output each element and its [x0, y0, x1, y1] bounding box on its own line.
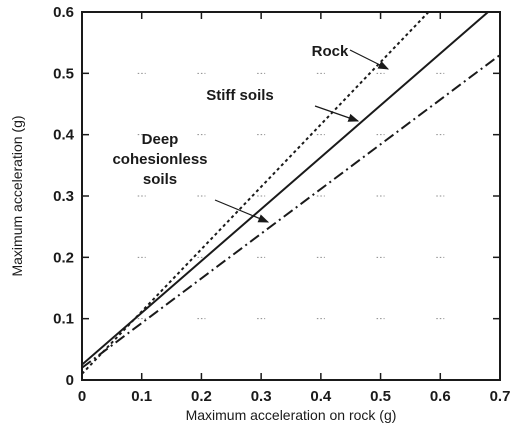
annotation-line: Rock — [312, 43, 349, 60]
y-tick-label: 0.5 — [53, 65, 74, 82]
x-tick-label: 0.2 — [191, 388, 212, 405]
x-axis-ticks: 0 0.1 0.2 0.3 0.4 0.5 0.6 0.7 — [78, 12, 511, 405]
annotation-line: cohesionless — [112, 151, 207, 168]
y-tick-label: 0 — [66, 372, 74, 389]
annotation-label: Stiff soils — [206, 87, 274, 104]
plot-frame — [81, 11, 501, 381]
annotation-arrow — [349, 49, 390, 70]
x-tick-label: 0 — [78, 388, 86, 405]
annotation-arrow — [214, 199, 270, 223]
x-tick-label: 0.7 — [490, 388, 511, 405]
y-axis-label: Maximum acceleration (g) — [9, 115, 25, 276]
annotation-line: Stiff soils — [206, 87, 274, 104]
x-tick-label: 0.1 — [131, 388, 152, 405]
series-layer — [82, 12, 500, 375]
y-tick-label: 0.4 — [53, 127, 75, 144]
x-tick-label: 0.3 — [251, 388, 272, 405]
y-tick-label: 0.6 — [53, 4, 74, 21]
annotation-line: soils — [143, 171, 177, 188]
annotation-label: Deep cohesionless soils — [112, 131, 207, 188]
x-tick-label: 0.4 — [310, 388, 332, 405]
x-axis-label: Maximum acceleration on rock (g) — [186, 407, 397, 423]
annotation-label: Rock — [312, 43, 349, 60]
y-axis-ticks: 0 0.1 0.2 0.3 0.4 0.5 0.6 — [53, 4, 500, 389]
series-line-deep-cohesionless-soils — [82, 54, 500, 369]
grid-dots — [137, 72, 445, 320]
annotation-arrow — [314, 105, 360, 122]
annotation-line: Deep — [142, 131, 179, 148]
annotations: Rock Stiff soils Deep cohesionless soils — [112, 43, 390, 223]
y-tick-label: 0.3 — [53, 188, 74, 205]
x-tick-label: 0.6 — [430, 388, 451, 405]
x-tick-label: 0.5 — [370, 388, 391, 405]
y-tick-label: 0.1 — [53, 311, 74, 328]
series-line-stiff-soils — [82, 12, 489, 366]
y-tick-label: 0.2 — [53, 249, 74, 266]
